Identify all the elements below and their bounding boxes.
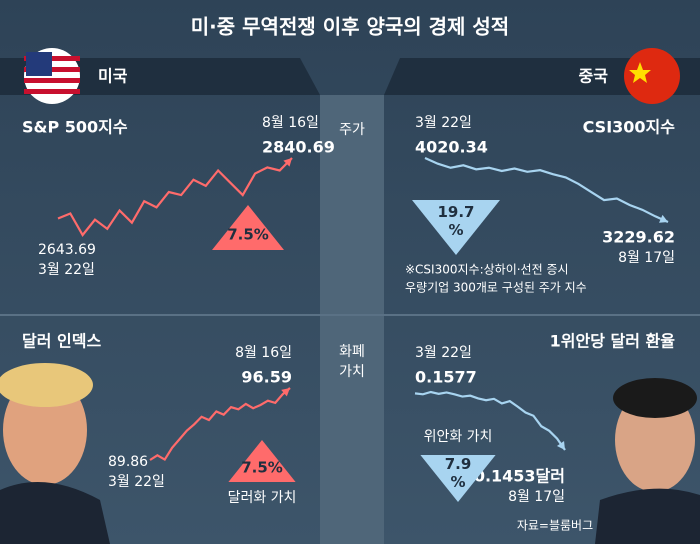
- photo-right: [595, 378, 700, 544]
- section-label: 가치: [339, 364, 365, 380]
- chart-title: 달러 인덱스: [22, 332, 101, 351]
- start-date: 3월 22일: [38, 262, 95, 278]
- title: 미·중 무역전쟁 이후 양국의 경제 성적: [191, 15, 509, 39]
- end-value: 3229.62: [602, 228, 675, 247]
- header-band-right: [384, 58, 700, 95]
- header-right: 중국: [579, 67, 609, 86]
- chart-title: 1위안당 달러 환율: [550, 332, 676, 351]
- change-label: 7.5%: [227, 226, 269, 244]
- change-triangle: [412, 200, 500, 255]
- line: [57, 157, 293, 237]
- end-value: 2840.69: [262, 138, 335, 157]
- end-date: 8월 16일: [262, 115, 319, 131]
- change-triangle: [420, 455, 496, 502]
- change-label: 7.5%: [241, 459, 283, 477]
- line: [414, 390, 566, 451]
- us-flag: [24, 48, 80, 104]
- note: ※CSI300지수:상하이·선전 증시: [405, 263, 569, 277]
- start-value: 0.1577: [415, 368, 477, 387]
- end-date: 8월 17일: [508, 489, 565, 505]
- section-label: 주가: [339, 122, 365, 138]
- chart-title: S&P 500지수: [22, 118, 128, 137]
- header-left: 미국: [98, 67, 128, 86]
- end-date: 8월 16일: [235, 345, 292, 361]
- chart-title: CSI300지수: [583, 118, 676, 137]
- arrow-head: [556, 441, 565, 450]
- change-caption: 위안화 가치: [424, 429, 493, 445]
- start-date: 3월 22일: [415, 115, 472, 131]
- end-value: 96.59: [241, 368, 292, 387]
- end-value: 0.1453달러: [474, 467, 565, 486]
- change-label: %: [450, 473, 465, 491]
- start-value: 4020.34: [415, 138, 488, 157]
- start-date: 3월 22일: [108, 474, 165, 490]
- start-value: 89.86: [108, 454, 148, 470]
- change-label: %: [448, 221, 463, 239]
- section-label: 화폐: [339, 344, 365, 360]
- start-date: 3월 22일: [415, 345, 472, 361]
- start-value: 2643.69: [38, 242, 96, 258]
- line: [149, 387, 291, 462]
- arrow-head: [659, 214, 668, 223]
- note: 우량기업 300개로 구성된 주가 지수: [405, 281, 587, 295]
- change-label: 7.9: [445, 455, 472, 473]
- end-date: 8월 17일: [618, 250, 675, 266]
- cn-flag: [624, 48, 680, 104]
- change-triangle: [212, 205, 284, 250]
- change-triangle: [228, 440, 296, 482]
- change-label: 19.7: [437, 203, 474, 221]
- photo-left: [0, 363, 110, 544]
- arrow-head: [283, 158, 292, 167]
- change-caption: 달러화 가치: [228, 490, 297, 506]
- source: 자료=블룸버그: [517, 519, 593, 533]
- line: [424, 156, 669, 224]
- center-strip: [320, 95, 384, 544]
- arrow-head: [281, 388, 290, 397]
